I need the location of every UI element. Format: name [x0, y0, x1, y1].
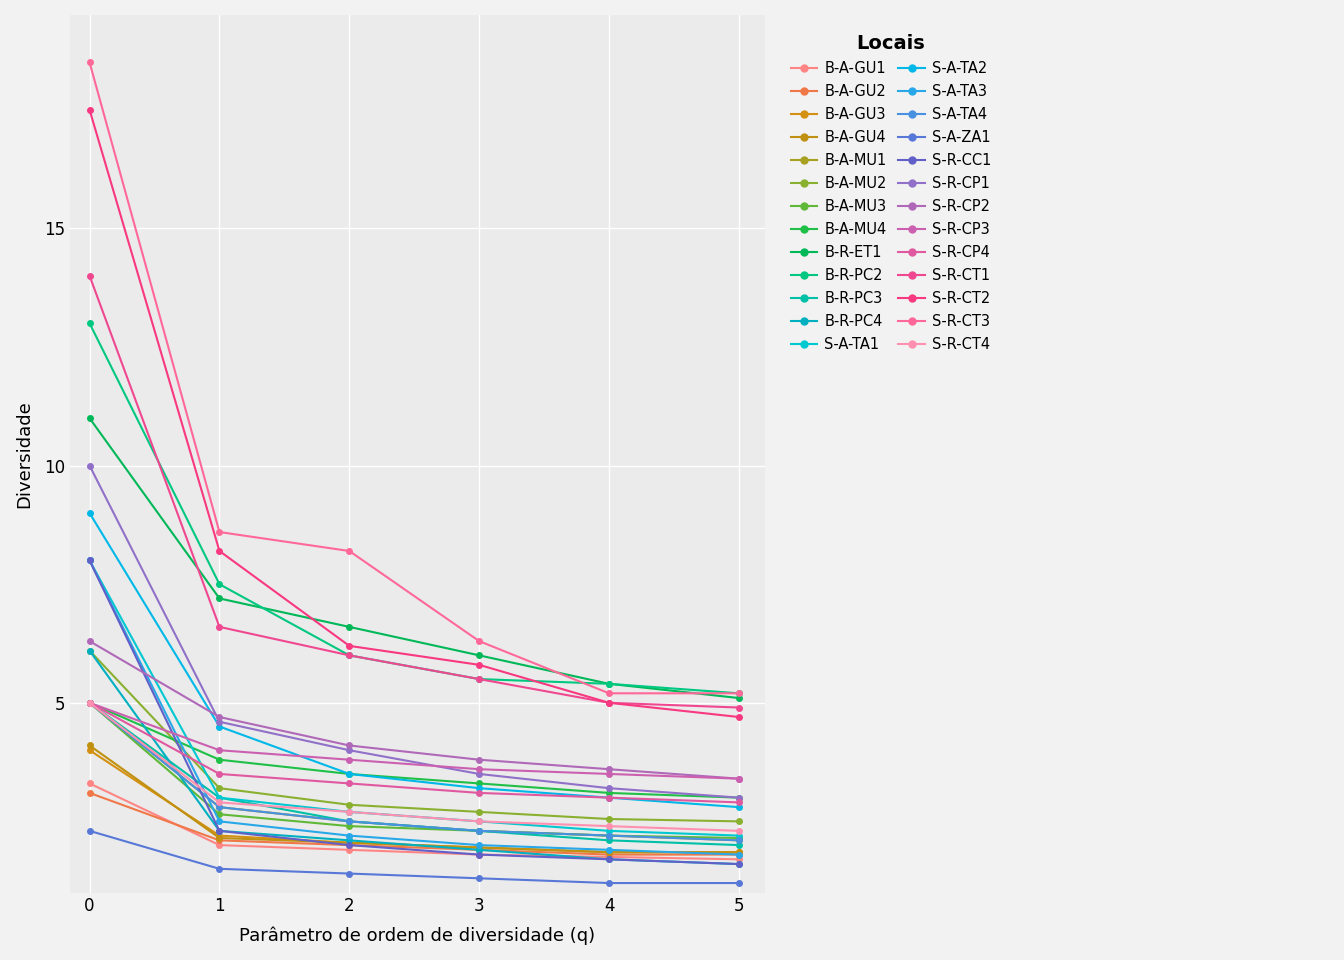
Legend: B-A-GU1, B-A-GU2, B-A-GU3, B-A-GU4, B-A-MU1, B-A-MU2, B-A-MU3, B-A-MU4, B-R-ET1,: B-A-GU1, B-A-GU2, B-A-GU3, B-A-GU4, B-A-…: [780, 22, 1003, 364]
Y-axis label: Diversidade: Diversidade: [15, 400, 34, 508]
X-axis label: Parâmetro de ordem de diversidade (q): Parâmetro de ordem de diversidade (q): [239, 926, 595, 945]
